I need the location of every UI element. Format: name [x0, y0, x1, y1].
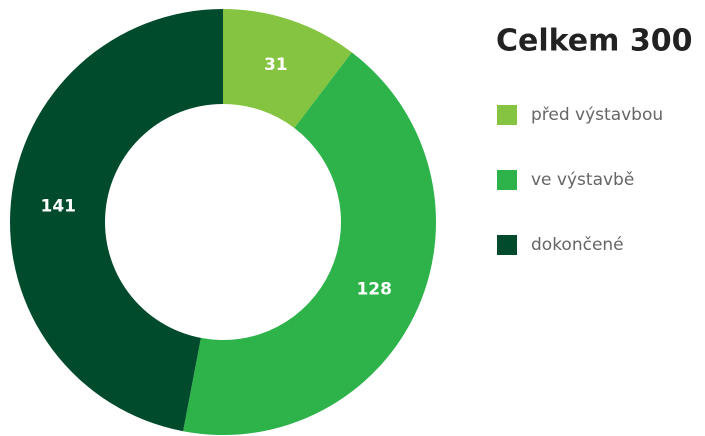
legend-swatch: [497, 170, 517, 190]
data-label: 31: [264, 55, 288, 75]
legend-label: před výstavbou: [531, 105, 663, 125]
legend-swatch: [497, 105, 517, 125]
data-label: 141: [40, 196, 76, 216]
legend-label: dokončené: [531, 235, 624, 255]
legend-swatch: [497, 235, 517, 255]
donut-slice: [223, 9, 352, 129]
chart-title: Celkem 300: [496, 24, 692, 59]
donut-slice: [10, 9, 223, 432]
donut-slice: [183, 52, 436, 436]
legend-label: ve výstavbě: [531, 170, 634, 190]
data-label: 128: [356, 279, 392, 299]
